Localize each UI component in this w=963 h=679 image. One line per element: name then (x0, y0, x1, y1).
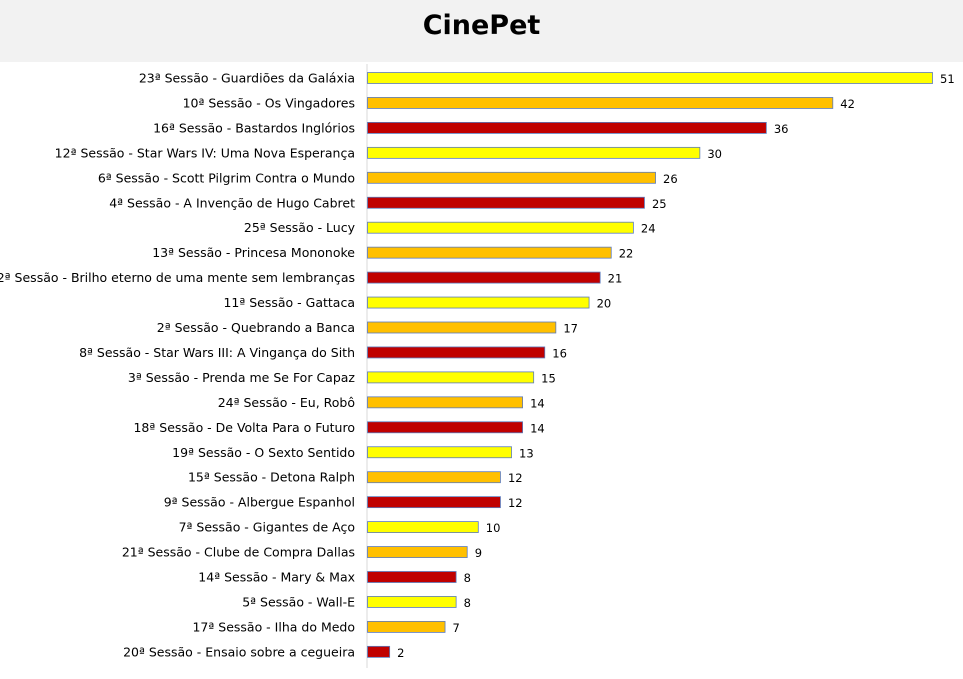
category-label: 4ª Sessão - A Invenção de Hugo Cabret (109, 195, 355, 210)
bar (367, 546, 468, 558)
bar (367, 246, 612, 259)
bar (367, 346, 546, 359)
category-label: 20ª Sessão - Ensaio sobre a cegueira (123, 644, 355, 659)
category-label: 12ª Sessão - Star Wars IV: Uma Nova Espe… (55, 145, 355, 160)
bar (367, 496, 501, 509)
bar (367, 421, 523, 434)
bar (367, 596, 457, 608)
bar (367, 645, 391, 658)
category-label: 2ª Sessão - Quebrando a Banca (157, 320, 355, 335)
category-label: 17ª Sessão - Ilha do Medo (192, 619, 355, 634)
value-label: 42 (840, 97, 855, 111)
bar (367, 621, 446, 633)
bar (367, 72, 933, 84)
value-label: 36 (774, 122, 789, 136)
value-label: 15 (541, 371, 556, 385)
value-label: 7 (453, 621, 460, 635)
bar (367, 471, 501, 484)
value-label: 16 (552, 346, 567, 360)
category-label: 18ª Sessão - De Volta Para o Futuro (133, 420, 355, 435)
value-label: 12 (508, 471, 523, 485)
value-label: 20 (597, 297, 612, 311)
bar (367, 146, 701, 159)
value-label: 14 (530, 396, 545, 410)
title-band (0, 0, 963, 62)
bar (367, 271, 601, 284)
bar (367, 296, 590, 309)
category-label: 13ª Sessão - Princesa Mononoke (152, 245, 355, 260)
category-label: 19ª Sessão - O Sexto Sentido (172, 445, 355, 460)
chart-title: CinePet (422, 10, 541, 41)
category-label: 22ª Sessão - Brilho eterno de uma mente … (0, 270, 355, 285)
value-label: 22 (619, 247, 634, 261)
value-label: 25 (652, 197, 667, 211)
bar (367, 571, 457, 583)
category-label: 11ª Sessão - Gattaca (223, 295, 355, 310)
bar (367, 521, 479, 533)
bar (367, 122, 767, 134)
category-label: 6ª Sessão - Scott Pilgrim Contra o Mundo (98, 170, 355, 185)
category-label: 3ª Sessão - Prenda me Se For Capaz (128, 370, 356, 385)
value-label: 51 (940, 72, 955, 86)
value-label: 8 (464, 596, 471, 610)
category-label: 25ª Sessão - Lucy (244, 220, 356, 235)
category-label: 5ª Sessão - Wall-E (242, 594, 355, 609)
value-label: 30 (707, 147, 722, 161)
value-label: 8 (464, 571, 471, 585)
bar (367, 371, 535, 384)
category-label: 15ª Sessão - Detona Ralph (188, 470, 355, 485)
category-label: 14ª Sessão - Mary & Max (198, 570, 355, 585)
value-label: 26 (663, 172, 678, 186)
value-label: 13 (519, 446, 534, 460)
category-label: 10ª Sessão - Os Vingadores (183, 95, 355, 110)
category-label: 21ª Sessão - Clube de Compra Dallas (122, 545, 355, 560)
bar (367, 97, 834, 109)
value-label: 12 (508, 496, 523, 510)
value-label: 14 (530, 421, 545, 435)
value-label: 9 (475, 546, 482, 560)
category-label: 16ª Sessão - Bastardos Inglórios (153, 120, 355, 135)
value-label: 2 (397, 646, 404, 660)
category-label: 8ª Sessão - Star Wars III: A Vingança do… (79, 345, 355, 360)
value-label: 21 (608, 272, 623, 286)
category-label: 24ª Sessão - Eu, Robô (218, 395, 355, 410)
category-label: 9ª Sessão - Albergue Espanhol (164, 495, 355, 510)
bar (367, 321, 557, 334)
category-label: 23ª Sessão - Guardiões da Galáxia (139, 71, 355, 86)
bar (367, 196, 645, 209)
value-label: 24 (641, 222, 656, 236)
value-label: 10 (486, 521, 501, 535)
value-label: 17 (563, 322, 578, 336)
bar (367, 221, 634, 234)
bar (367, 396, 523, 409)
category-label: 7ª Sessão - Gigantes de Aço (179, 520, 355, 535)
bar (367, 171, 656, 184)
bar (367, 446, 512, 459)
